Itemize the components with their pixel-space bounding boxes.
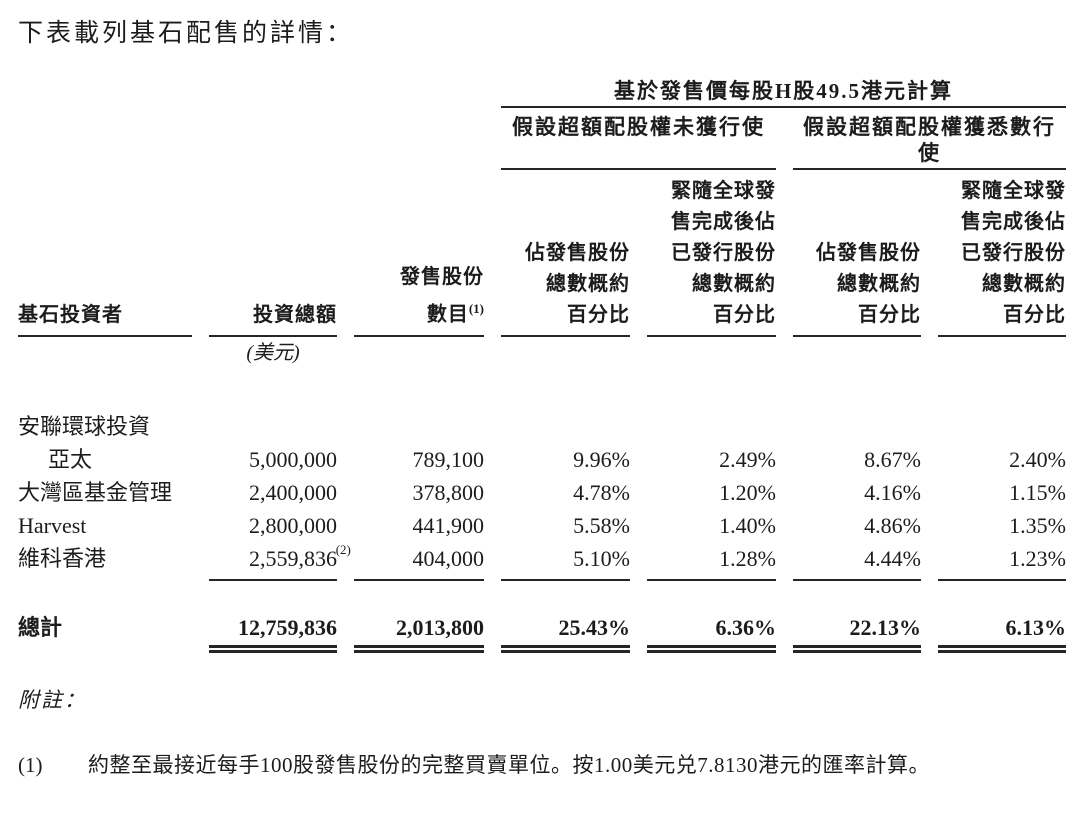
investor-name: 亞太 <box>48 447 93 472</box>
col-header-investment: 投資總額 <box>209 300 337 337</box>
total-pct-offer-full-exercise: 22.13% <box>793 614 921 653</box>
pct-offer-full-exercise: 8.67% <box>864 447 921 472</box>
investment-value: 2,559,836 (2) <box>209 542 351 581</box>
subgroup-header-row: 假設超額配股權未獲行使 假設超額配股權獲悉數行使 <box>18 114 1066 170</box>
pct-offer-full-exercise: 4.44% <box>793 542 921 581</box>
total-pct-offer-no-exercise: 25.43% <box>501 614 630 653</box>
shares-value: 789,100 <box>412 447 485 472</box>
investor-name: 維科香港 <box>18 546 107 571</box>
pct-offer-no-exercise: 4.78% <box>573 480 630 505</box>
total-investment: 12,759,836 <box>209 614 337 653</box>
col-header-shares: 發售股份 數目(1) <box>354 262 484 337</box>
investment-value: 2,800,000 <box>249 513 337 538</box>
table-row: 維科香港 2,559,836 (2) 404,000 5.10% 1.28% 4.… <box>18 542 1066 581</box>
footnote-ref-1: (1) <box>468 301 484 317</box>
investor-name: Harvest <box>18 513 87 538</box>
notes-heading: 附註： <box>18 688 87 712</box>
col-header-shares-line2: 數目(1) <box>426 301 484 326</box>
shares-value: 404,000 <box>354 542 484 581</box>
investment-value: 5,000,000 <box>249 447 337 472</box>
total-pct-issued-no-exercise: 6.36% <box>647 614 776 653</box>
total-pct-issued-full-exercise: 6.13% <box>938 614 1066 653</box>
pct-issued-no-exercise: 2.49% <box>719 447 776 472</box>
total-row: 總計 12,759,836 2,013,800 25.43% 6.36% 22.… <box>18 614 1066 653</box>
total-label: 總計 <box>18 615 63 640</box>
total-shares: 2,013,800 <box>354 614 484 653</box>
pct-offer-no-exercise: 5.58% <box>573 513 630 538</box>
pct-issued-full-exercise: 1.15% <box>1009 480 1066 505</box>
subgroup-full-exercise-header: 假設超額配股權獲悉數行使 <box>793 114 1066 170</box>
pct-offer-no-exercise: 9.96% <box>573 447 630 472</box>
pct-issued-full-exercise: 2.40% <box>1009 447 1066 472</box>
pct-issued-no-exercise: 1.20% <box>719 480 776 505</box>
note-text: 約整至最接近每手100股發售股份的完整買賣單位。按1.00美元兑7.8130港元… <box>88 753 930 777</box>
shares-value: 378,800 <box>412 480 485 505</box>
price-basis-header: 基於發售價每股H股49.5港元計算 <box>501 78 1066 108</box>
table-row: Harvest 2,800,000 441,900 5.58% 1.40% 4.… <box>18 509 1066 542</box>
intro-text: 下表載列基石配售的詳情： <box>18 20 355 47</box>
investment-value: 2,400,000 <box>249 480 337 505</box>
unit-row: (美元) <box>18 340 1065 366</box>
column-header-row: 基石投資者 投資總額 發售股份 數目(1) 佔發售股份 總數概約 百分比 緊隨全… <box>18 176 1066 337</box>
cornerstone-placing-table: 基於發售價每股H股49.5港元計算 假設超額配股權未獲行使 假設超額配股權獲悉數… <box>18 78 1066 653</box>
footnote-ref-2: (2) <box>335 542 351 557</box>
investment-unit-label: (美元) <box>246 342 300 364</box>
pct-offer-full-exercise: 4.86% <box>864 513 921 538</box>
shares-value: 441,900 <box>412 513 485 538</box>
table-row: 亞太 5,000,000 789,100 9.96% 2.49% 8.67% 2… <box>18 443 1066 476</box>
col-header-pct-issued-no-exercise: 緊隨全球發 售完成後佔 已發行股份 總數概約 百分比 <box>647 176 776 337</box>
pct-offer-full-exercise: 4.16% <box>864 480 921 505</box>
pct-issued-no-exercise: 1.40% <box>719 513 776 538</box>
col-header-investor: 基石投資者 <box>18 300 192 337</box>
pct-offer-no-exercise: 5.10% <box>501 542 630 581</box>
pct-issued-full-exercise: 1.35% <box>1009 513 1066 538</box>
subgroup-no-exercise-header: 假設超額配股權未獲行使 <box>501 114 776 170</box>
col-header-pct-offer-full-exercise: 佔發售股份 總數概約 百分比 <box>793 238 921 337</box>
notes-section: 附註： (1) 約整至最接近每手100股發售股份的完整買賣單位。按1.00美元兑… <box>18 687 1065 818</box>
price-basis-header-row: 基於發售價每股H股49.5港元計算 <box>18 78 1066 108</box>
investor-name: 安聯環球投資 <box>18 414 151 439</box>
col-header-pct-issued-full-exercise: 緊隨全球發 售完成後佔 已發行股份 總數概約 百分比 <box>938 176 1066 337</box>
table-row: 安聯環球投資 <box>18 410 1065 443</box>
pct-issued-no-exercise: 1.28% <box>647 542 776 581</box>
col-header-shares-line1: 發售股份 <box>400 266 484 289</box>
investor-name: 大灣區基金管理 <box>18 480 173 505</box>
note-marker: (1) <box>18 753 43 777</box>
pct-issued-full-exercise: 1.23% <box>938 542 1066 581</box>
table-row: 大灣區基金管理 2,400,000 378,800 4.78% 1.20% 4.… <box>18 476 1066 509</box>
col-header-pct-offer-no-exercise: 佔發售股份 總數概約 百分比 <box>501 238 630 337</box>
note-item-1: (1) 約整至最接近每手100股發售股份的完整買賣單位。按1.00美元兑7.81… <box>18 750 1065 780</box>
table-body: 安聯環球投資 亞太 5,000,000 789,100 9.96% 2.49% … <box>18 410 1066 653</box>
